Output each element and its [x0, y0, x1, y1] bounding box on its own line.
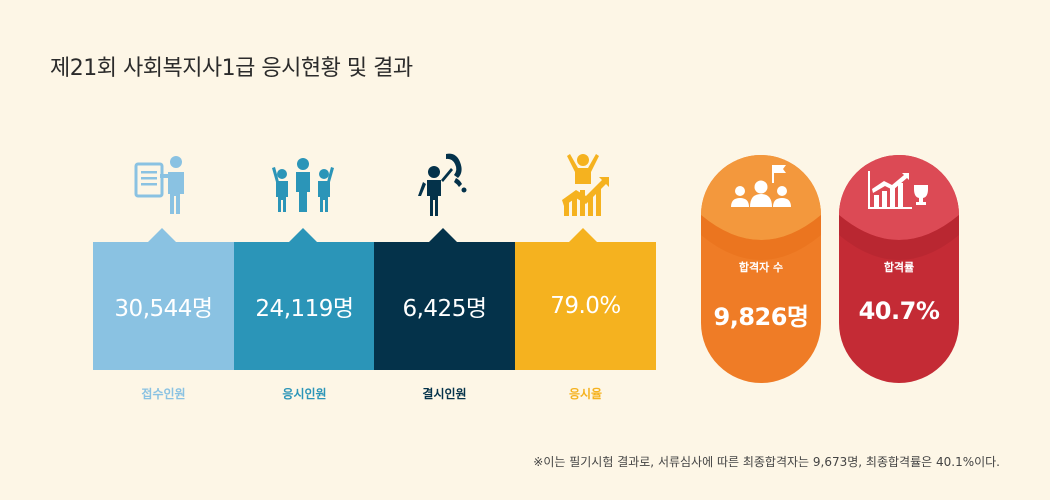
- group-cheering-icon: [272, 158, 334, 212]
- bar-notch-examinees: [288, 228, 318, 243]
- label-examinees: 응시인원: [282, 387, 327, 401]
- pass-rate-value: 40.7%: [858, 297, 940, 325]
- passers-card: 합격자 수 9,826명: [701, 155, 821, 383]
- bar-notch-absentees: [428, 228, 458, 243]
- bar-notch-rate: [568, 228, 598, 243]
- chart-trophy-icon: [868, 171, 928, 209]
- bar-examinees: 24,119명: [234, 242, 375, 370]
- bar-applicants: 30,544명: [93, 242, 234, 370]
- passers-value: 9,826명: [713, 303, 810, 331]
- page-title: 제21회 사회복지사1급 응시현황 및 결과: [50, 56, 413, 81]
- bar-notch-applicants: [147, 228, 177, 243]
- person-growth-chart-icon: [562, 154, 609, 216]
- person-phone-icon: [418, 153, 467, 216]
- bar-absentees: 6,425명: [374, 242, 515, 370]
- pass-rate-label: 합격률: [883, 261, 915, 274]
- label-absentees: 결시인원: [422, 387, 467, 401]
- pass-rate-card: 합격률 40.7%: [839, 155, 959, 383]
- footnote: ※이는 필기시험 결과로, 서류심사에 따른 최종합격자는 9,673명, 최종…: [533, 455, 1000, 469]
- person-with-document-icon: [134, 156, 184, 214]
- people-flag-icon: [731, 165, 791, 207]
- passers-label: 합격자 수: [738, 261, 784, 274]
- bar-rate: 79.0%: [515, 242, 656, 370]
- label-applicants: 접수인원: [141, 387, 186, 401]
- label-rate: 응시율: [568, 387, 603, 401]
